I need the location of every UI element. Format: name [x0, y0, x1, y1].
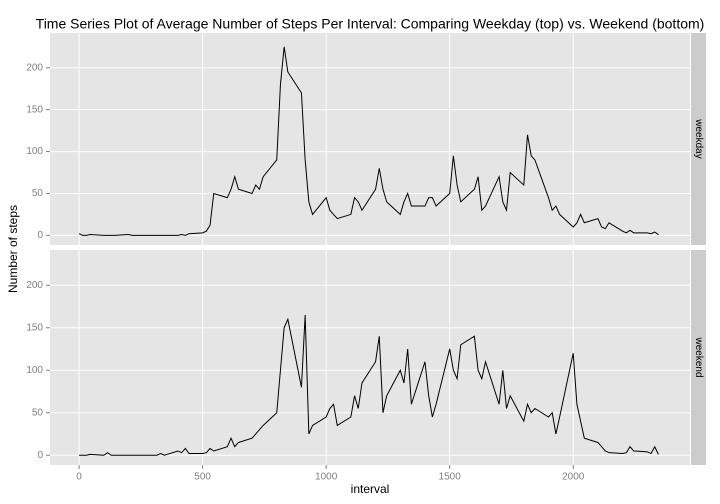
x-tick-label: 500: [194, 472, 211, 483]
line-series: [79, 314, 659, 456]
x-tick-label: 1500: [439, 472, 462, 483]
y-tick-label: 0: [37, 230, 43, 241]
y-tick-label: 100: [26, 146, 43, 157]
x-tick-label: 2000: [562, 472, 585, 483]
x-axis-label: interval: [351, 482, 390, 496]
panel-background: [50, 250, 690, 465]
facet-strip: [691, 33, 706, 245]
line-series: [78, 46, 659, 236]
y-tick-label: 150: [26, 104, 43, 115]
y-tick-label: 50: [32, 407, 44, 418]
y-tick-label: 200: [26, 280, 43, 291]
facet-label: weekday: [693, 118, 704, 158]
y-axis-label: Number of steps: [6, 205, 20, 293]
x-tick-label: 1000: [315, 472, 338, 483]
y-tick-label: 150: [26, 322, 43, 333]
y-tick-label: 100: [26, 365, 43, 376]
y-tick-label: 200: [26, 62, 43, 73]
y-tick-label: 0: [37, 450, 43, 461]
y-tick-label: 50: [32, 188, 44, 199]
panel-background: [50, 33, 690, 245]
facet-label: weekend: [693, 336, 704, 377]
facet-strip: [691, 250, 706, 465]
chart-title: Time Series Plot of Average Number of St…: [36, 16, 705, 32]
x-tick-label: 0: [76, 472, 82, 483]
